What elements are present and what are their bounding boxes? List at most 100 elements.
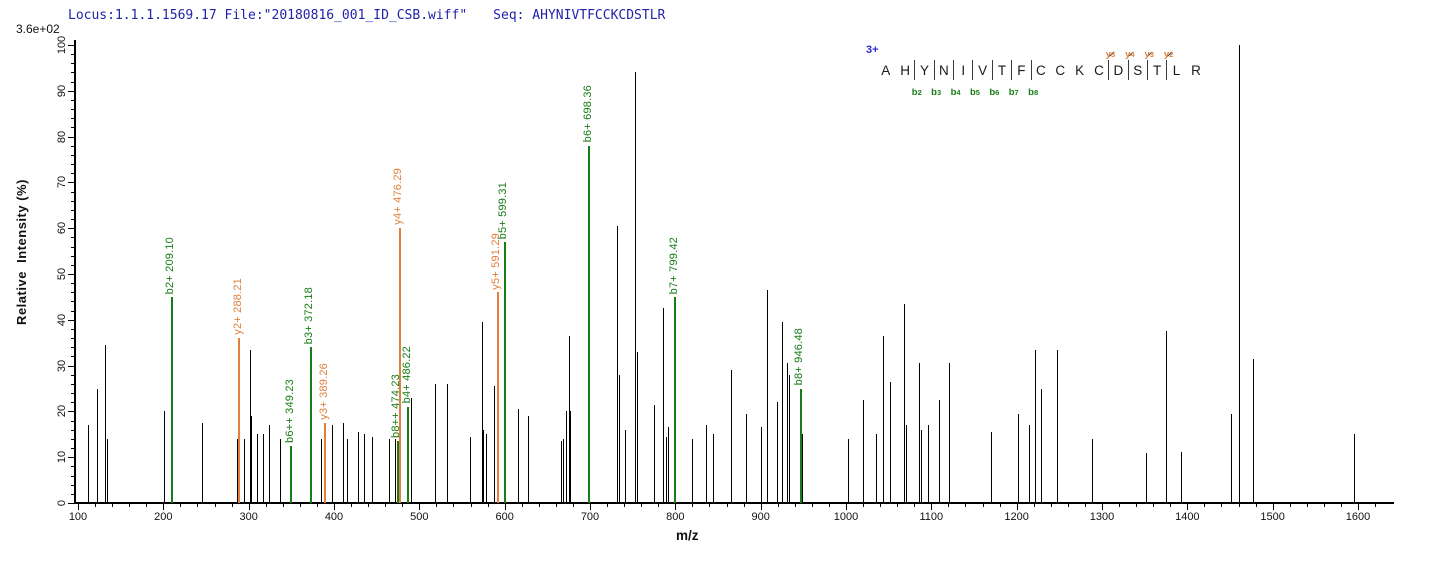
y-tick-label: 90 [56,84,68,97]
peak-bar [568,335,570,503]
x-tick [794,504,796,507]
peak-bar [469,436,471,503]
x-tick [624,504,626,507]
peak-bar [257,434,259,503]
peak-bar [481,322,483,503]
fragment-divider [1011,60,1013,80]
peak-bar [991,432,993,503]
residue-letter: D [1113,63,1124,78]
x-tick [828,504,830,507]
y-tick [71,164,74,166]
fragment-divider [953,60,955,80]
peak-bar [483,429,485,503]
peak-bar [164,411,166,503]
fragment-divider [1030,60,1032,80]
y-tick-label: 10 [56,451,68,464]
x-tick-label: 1200 [1004,511,1029,523]
fragment-divider [914,60,916,80]
y-tick [68,503,74,504]
y-tick [71,429,74,431]
b-ion-marker-label: b5 [969,87,980,98]
fragment-peak-b8pp [396,441,399,503]
x-tick [1050,504,1052,507]
x-tick [1272,504,1274,510]
x-tick-label: 1000 [833,511,859,523]
x-tick [1170,504,1172,507]
peak-bar [776,402,778,503]
peak-bar [767,290,769,503]
residue-letter: K [1075,63,1085,78]
fragment-divider [1108,60,1110,80]
x-tick [760,504,762,510]
b-ion-marker-label: b6 [989,87,1000,98]
peak-bar [782,322,783,503]
peak-bar [788,374,790,503]
y-tick-label: 60 [56,222,68,235]
b-ion-marker-label: b3 [931,87,942,98]
peak-bar [410,397,412,503]
x-tick-label: 800 [666,511,685,523]
y-tick [68,182,74,184]
y-tick [68,274,74,275]
residue: A [876,62,895,80]
y-tick [71,310,74,312]
x-tick [129,504,131,507]
y-tick [71,209,74,211]
peak-bar [244,438,246,503]
x-tick [402,504,404,507]
peak-bar [394,438,396,503]
peak-bar [889,381,891,503]
precursor-charge: 3+ [866,44,879,56]
y-ion-marker-label: y2 [1163,49,1174,60]
fragment-divider [933,60,935,80]
y-tick [68,90,74,92]
x-tick [95,504,97,507]
residue-letter: Y [919,63,929,78]
y-tick [71,145,74,147]
x-tick [572,504,574,507]
x-tick [914,504,916,507]
peak-bar [863,399,865,503]
residue: y4 S [1125,49,1147,80]
x-tick-label: 400 [324,511,344,523]
peak-bar [96,388,98,503]
peak-bar [263,434,265,503]
b-ion-marker-label: b2 [911,87,922,98]
residue-letter: F [1017,63,1026,78]
peak-bar [105,345,107,503]
peak-bar [1041,388,1043,503]
x-tick [112,504,114,507]
x-tick [436,504,438,507]
x-tick [1306,504,1308,507]
peak-bar [249,349,251,503]
y-tick [71,448,74,450]
y-tick [71,99,74,101]
x-tick [1187,504,1189,510]
x-tick [1289,504,1291,507]
fragment-label: b5+ 599.31 [497,181,510,239]
peak-bar [332,425,334,503]
x-tick [214,504,216,507]
y-tick [68,411,74,413]
y-axis-title: Relative Intensity (%) [14,179,29,325]
x-tick [1033,504,1035,507]
y-tick [71,466,74,468]
fragment-peak-b7p [674,296,677,503]
residue-letter: S [1133,63,1143,78]
x-tick [504,504,506,510]
residue-letter: I [961,63,966,78]
peak-bar [562,438,564,503]
fragment-peak-b8p [799,388,802,503]
y-ion-marker-label: y3 [1144,49,1154,60]
x-tick [1358,504,1359,510]
x-tick [726,504,728,507]
x-tick [1084,504,1086,507]
peak-bar [882,335,884,503]
y-tick [71,338,74,340]
x-tick [334,504,335,510]
residue-letter: C [1094,63,1104,78]
peak-bar [1091,438,1093,503]
x-axis-title: m/z [676,528,699,543]
x-tick [1102,504,1103,510]
